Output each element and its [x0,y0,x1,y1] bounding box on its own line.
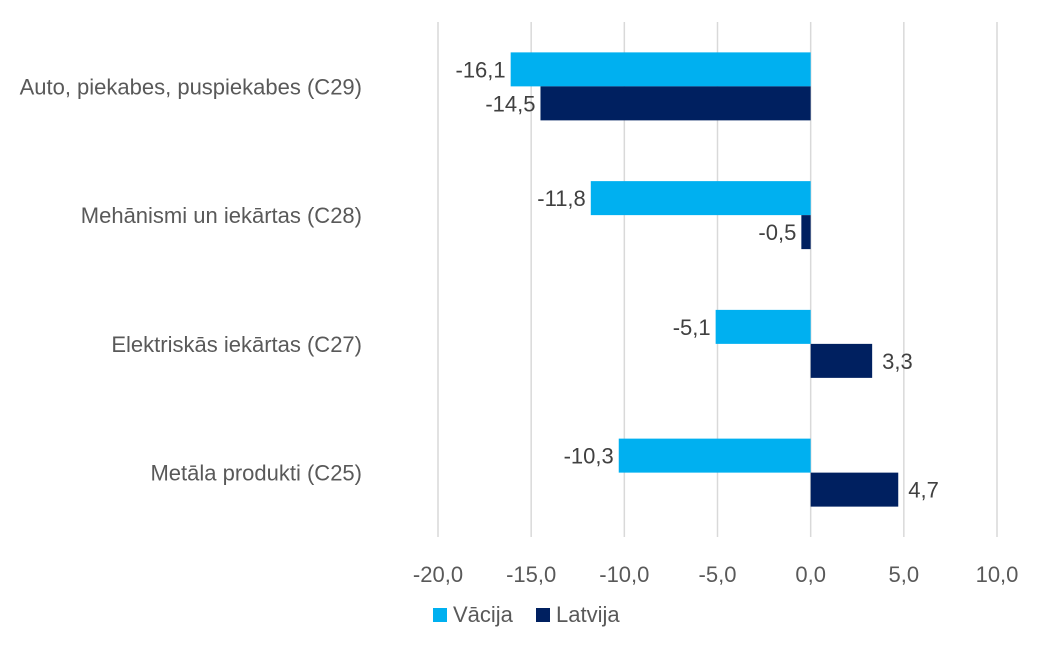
x-tick-label: -20,0 [413,562,463,587]
category-label: Auto, piekabes, puspiekabes (C29) [20,74,362,99]
bar-latvija [801,215,811,250]
legend-swatch-vacija [433,608,447,622]
data-label: -0,5 [758,220,796,245]
data-label: -11,8 [537,186,586,211]
x-tick-label: -15,0 [506,562,556,587]
bar-latvija [540,86,811,121]
bar-vacija [510,52,811,87]
bar-vacija [618,438,811,473]
legend-label: Vācija [453,602,514,627]
x-tick-label: -10,0 [599,562,649,587]
data-label: -10,3 [564,444,614,469]
category-label: Elektriskās iekārtas (C27) [111,332,362,357]
category-label: Metāla produkti (C25) [150,461,362,486]
x-tick-label: 5,0 [889,562,920,587]
data-label: -5,1 [673,315,711,340]
bar-vacija [715,309,811,344]
category-label: Mehānismi un iekārtas (C28) [81,203,362,228]
bar-vacija [590,181,811,216]
bar-latvija [810,472,899,507]
legend-swatch-latvija [536,608,550,622]
data-label: -14,5 [485,91,535,116]
legend-label: Latvija [556,602,620,627]
bar-latvija [810,343,873,378]
data-label: 3,3 [882,349,913,374]
data-label: 4,7 [908,478,939,503]
x-tick-label: 10,0 [976,562,1019,587]
x-tick-label: 0,0 [795,562,826,587]
data-label: -16,1 [456,57,506,82]
x-tick-label: -5,0 [699,562,737,587]
